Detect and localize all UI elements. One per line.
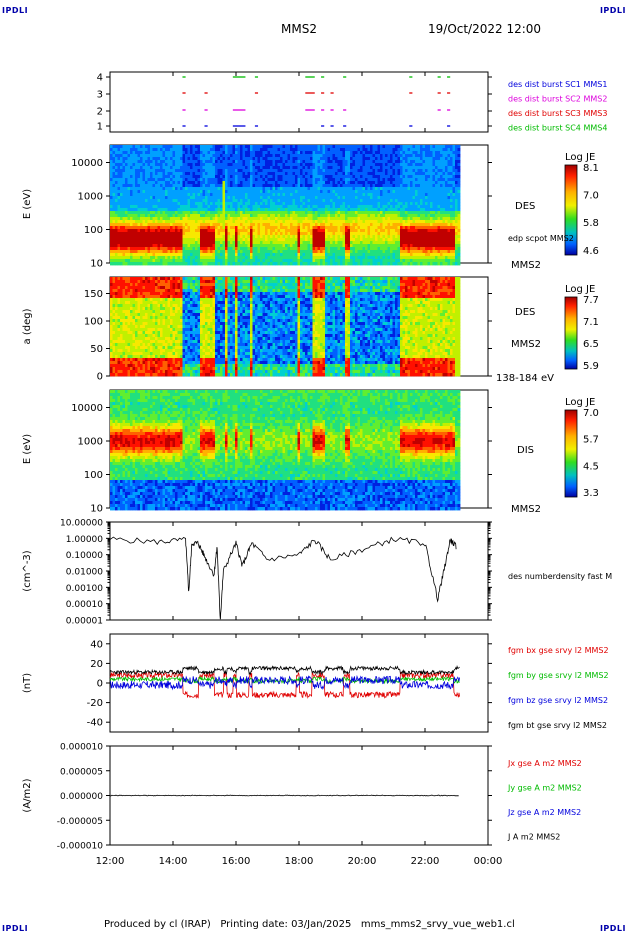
des-side-label: DES [515, 307, 535, 318]
y-tick-label: 0 [97, 679, 103, 690]
bfield-legend-label: fgm by gse srvy l2 MMS2 [508, 671, 609, 680]
colorbar-tick-label: 7.0 [583, 408, 599, 419]
bfield-legend-label: fgm bz gse srvy l2 MMS2 [508, 696, 608, 705]
colorbar-tick-label: 6.5 [583, 339, 599, 350]
y-axis-label: (cm^-3) [22, 550, 33, 591]
y-axis-label: E (eV) [22, 434, 33, 464]
colorbar-tick-label: 4.5 [583, 461, 599, 472]
burst-legend-label: des dist burst SC4 MMS4 [508, 124, 607, 133]
y-tick-label: -0.000005 [57, 817, 103, 827]
time-tick-label: 12:00 [96, 856, 125, 867]
y-tick-label: 0.00100 [66, 584, 103, 594]
bfield-legend-label: fgm bt gse srvy l2 MMS2 [508, 721, 607, 730]
y-tick-label: -20 [87, 698, 103, 709]
y-tick-label: 40 [90, 639, 103, 650]
colorbar [565, 410, 577, 497]
y-axis-label: E (eV) [22, 189, 33, 219]
y-tick-label: -40 [87, 718, 103, 729]
colorbar-tick-label: 4.6 [583, 246, 599, 257]
des-pitch-spectrogram [110, 277, 460, 376]
y-tick-label: 100 [84, 225, 103, 236]
density-series [110, 537, 456, 619]
colorbar-title: Log JE [565, 397, 595, 408]
time-tick-label: 14:00 [159, 856, 188, 867]
y-tick-label: 0.000005 [60, 767, 103, 777]
des-energy-spectrogram [110, 145, 460, 265]
burst-legend-label: des dist burst SC2 MMS2 [508, 95, 607, 104]
y-tick-label: 1 [97, 122, 103, 133]
colorbar-tick-label: 7.1 [583, 317, 599, 328]
colorbar-tick-label: 3.3 [583, 488, 599, 499]
spacecraft-side-label: MMS2 [511, 504, 541, 515]
time-tick-label: 22:00 [411, 856, 440, 867]
y-tick-label: 1000 [78, 192, 103, 203]
current-legend-label: Jy gse A m2 MMS2 [507, 784, 582, 793]
burst-legend-label: des dist burst SC3 MMS3 [508, 109, 607, 118]
y-tick-label: 0.01000 [66, 568, 103, 578]
y-tick-label: 0.000000 [60, 792, 103, 802]
y-axis-label: (nT) [22, 673, 33, 693]
y-tick-label: 0 [97, 372, 103, 383]
colorbar-title: Log JE [565, 152, 595, 163]
scpot-side-label: edp scpot MMS2 [508, 234, 574, 243]
y-tick-label: -0.000010 [57, 842, 103, 852]
time-tick-label: 18:00 [285, 856, 314, 867]
energy-range-label: 138-184 eV [496, 373, 554, 384]
time-tick-label: 20:00 [348, 856, 377, 867]
y-tick-label: 20 [90, 659, 103, 670]
y-tick-label: 4 [97, 73, 103, 84]
y-tick-label: 0.00001 [66, 617, 103, 627]
y-tick-label: 10000 [71, 158, 103, 169]
y-tick-label: 10 [90, 504, 103, 515]
y-tick-label: 2 [97, 107, 103, 118]
spacecraft-side-label: MMS2 [511, 339, 541, 350]
spacecraft-side-label: MMS2 [511, 260, 541, 271]
colorbar-tick-label: 7.0 [583, 191, 599, 202]
colorbar-tick-label: 5.9 [583, 361, 599, 372]
y-tick-label: 10.00000 [60, 519, 103, 529]
time-tick-label: 00:00 [474, 856, 503, 867]
y-tick-label: 10 [90, 259, 103, 270]
colorbar-tick-label: 7.7 [583, 295, 599, 306]
y-tick-label: 1.00000 [66, 535, 103, 545]
y-tick-label: 0.00010 [66, 600, 103, 610]
panel-frame [110, 72, 488, 132]
y-tick-label: 100 [84, 317, 103, 328]
density-legend-label: des numberdensity fast M [508, 572, 612, 581]
current-legend-label: J A m2 MMS2 [507, 833, 560, 842]
y-tick-label: 0.000010 [60, 743, 103, 753]
y-tick-label: 1000 [78, 437, 103, 448]
current-series [110, 795, 459, 796]
time-tick-label: 16:00 [222, 856, 251, 867]
bfield-legend-label: fgm bx gse srvy l2 MMS2 [508, 646, 609, 655]
y-tick-label: 3 [97, 90, 103, 101]
des-side-label: DES [515, 201, 535, 212]
bt-series [110, 666, 460, 674]
y-tick-label: 100 [84, 470, 103, 481]
y-axis-label: (A/m2) [22, 778, 33, 812]
colorbar [565, 297, 577, 369]
y-tick-label: 150 [84, 289, 103, 300]
y-tick-label: 0.10000 [66, 551, 103, 561]
dis-side-label: DIS [517, 445, 534, 456]
y-axis-label: a (deg) [22, 308, 33, 344]
burst-legend-label: des dist burst SC1 MMS1 [508, 80, 607, 89]
colorbar-tick-label: 5.7 [583, 435, 599, 446]
dis-energy-spectrogram [110, 390, 460, 510]
colorbar-title: Log JE [565, 284, 595, 295]
current-legend-label: Jz gse A m2 MMS2 [507, 808, 581, 817]
y-tick-label: 50 [90, 344, 103, 355]
colorbar-tick-label: 8.1 [583, 163, 599, 174]
y-tick-label: 10000 [71, 403, 103, 414]
colorbar-tick-label: 5.8 [583, 218, 599, 229]
current-legend-label: Jx gse A m2 MMS2 [507, 759, 582, 768]
